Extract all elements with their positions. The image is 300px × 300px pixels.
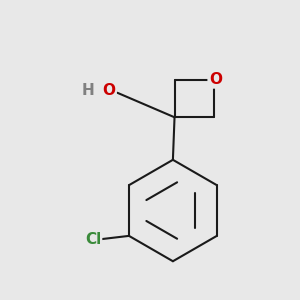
Text: O: O bbox=[103, 82, 116, 98]
Text: H: H bbox=[82, 82, 94, 98]
Text: Cl: Cl bbox=[85, 232, 101, 247]
Text: O: O bbox=[209, 72, 222, 87]
